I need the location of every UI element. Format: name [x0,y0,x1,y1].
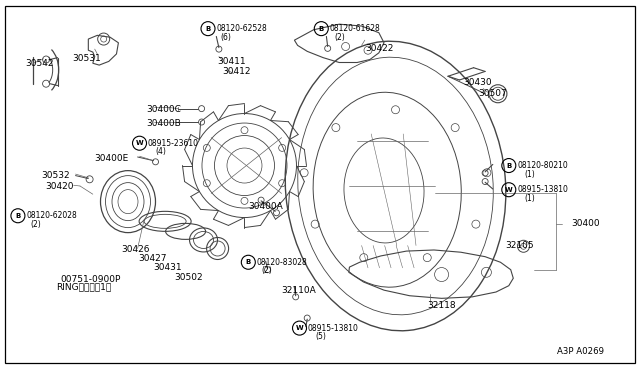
Text: 30532: 30532 [41,171,70,180]
Text: W: W [296,325,303,331]
Text: 30411: 30411 [218,57,246,66]
Text: 32105: 32105 [506,241,534,250]
Text: (5): (5) [315,332,326,341]
Text: 00751-0900P: 00751-0900P [60,275,120,284]
Text: 30400A: 30400A [248,202,283,211]
Text: 30531: 30531 [72,54,101,63]
Text: 08915-13810: 08915-13810 [517,185,568,194]
Text: 30426: 30426 [122,245,150,254]
Text: W: W [136,140,143,146]
Text: (4): (4) [155,147,166,156]
Text: 30502: 30502 [175,273,204,282]
Text: 08915-13810: 08915-13810 [308,324,358,333]
Text: 30430: 30430 [463,78,492,87]
Text: 30507: 30507 [479,89,508,98]
Text: A3P A0269: A3P A0269 [557,347,604,356]
Text: B: B [15,213,20,219]
Text: 30431: 30431 [154,263,182,272]
Text: 30542: 30542 [26,59,54,68]
Text: (2): (2) [261,266,272,275]
Text: 08915-23610: 08915-23610 [148,139,199,148]
Text: (1): (1) [525,194,536,203]
Text: (6): (6) [221,33,232,42]
Text: 08120-61628: 08120-61628 [330,24,380,33]
Text: 32110A: 32110A [282,286,316,295]
Text: 30400B: 30400B [146,119,180,128]
Text: W: W [505,187,513,193]
Text: (1): (1) [525,170,536,179]
Text: 32118: 32118 [428,301,456,310]
Text: 08120-83028: 08120-83028 [257,258,307,267]
Text: 30412: 30412 [223,67,252,76]
Text: 08120-62528: 08120-62528 [216,24,267,33]
Text: RINGリング（1）: RINGリング（1） [56,283,111,292]
Text: B: B [246,259,251,265]
Text: 08120-80210: 08120-80210 [517,161,568,170]
Text: B: B [205,26,211,32]
Text: (2): (2) [334,33,345,42]
Text: 30422: 30422 [365,44,393,53]
Text: 08120-62028: 08120-62028 [26,211,77,220]
Text: B: B [319,26,324,32]
Text: 30400C: 30400C [146,105,180,114]
Text: 30427: 30427 [138,254,167,263]
Text: 30420: 30420 [45,182,74,191]
Text: B: B [506,163,511,169]
Text: (2): (2) [31,220,42,229]
Text: 30400E: 30400E [95,154,129,163]
Text: 30400: 30400 [571,219,600,228]
